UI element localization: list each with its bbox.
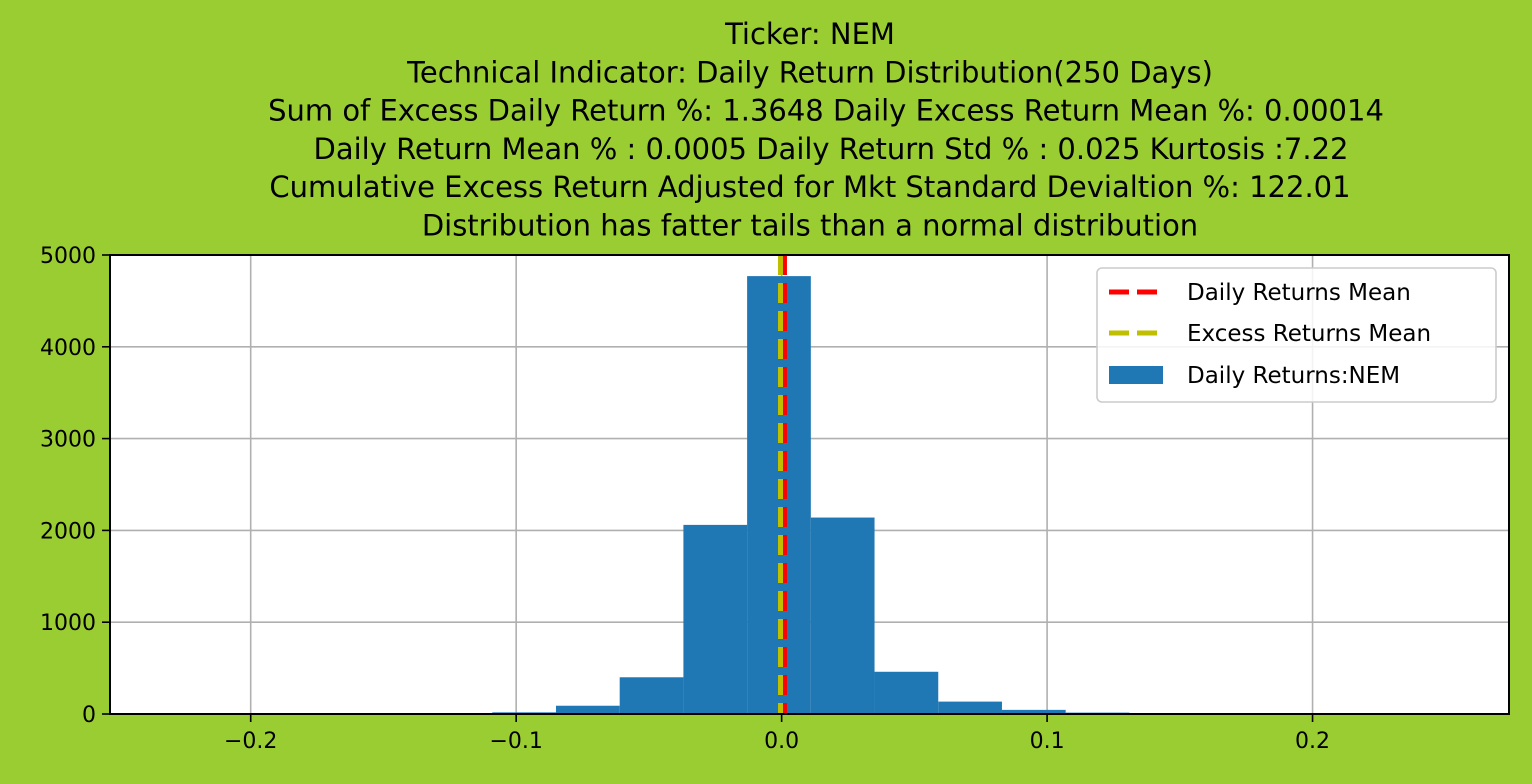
title-line-6: Distribution has fatter tails than a nor… [422,209,1198,243]
histogram-bar-7 [620,677,684,714]
legend-swatch-bar [1109,366,1163,384]
histogram-bar-8 [683,525,747,714]
x-tick-label-0: −0.2 [224,729,277,754]
x-tick-label-1: −0.1 [489,729,542,754]
legend-label-1: Daily Returns Mean [1187,280,1411,306]
title-line-5: Cumulative Excess Return Adjusted for Mk… [269,170,1350,204]
legend: Daily Returns Mean Excess Returns Mean Dai… [1097,268,1496,402]
histogram-bar-6 [556,706,620,714]
y-tick-label-4: 4000 [40,336,96,361]
title-line-3: Sum of Excess Daily Return %: 1.3648 Dai… [268,94,1384,128]
y-tick-label-5: 5000 [40,244,96,269]
x-tick-label-3: 0.1 [1030,729,1065,754]
y-tick-label-1: 1000 [40,611,96,636]
legend-label-3: Daily Returns:NEM [1187,363,1400,389]
y-tick-label-3: 3000 [40,428,96,453]
title-line-2: Technical Indicator: Daily Return Distri… [406,55,1213,89]
histogram-bar-11 [875,672,939,714]
chart-title: Ticker: NEM Technical Indicator: Daily Re… [268,17,1384,243]
y-tick-label-2: 2000 [40,519,96,544]
title-line-4: Daily Return Mean % : 0.0005 Daily Retur… [313,132,1348,166]
x-tick-label-4: 0.2 [1295,729,1330,754]
x-tick-label-2: 0.0 [764,729,799,754]
legend-label-2: Excess Returns Mean [1187,321,1431,347]
histogram-bar-12 [938,702,1002,714]
histogram-bar-10 [811,518,875,714]
y-tick-label-0: 0 [82,703,96,728]
title-line-1: Ticker: NEM [724,17,895,51]
